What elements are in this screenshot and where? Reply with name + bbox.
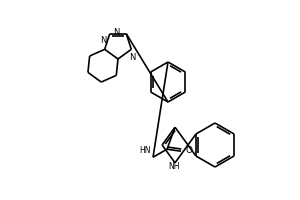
Text: N: N bbox=[129, 53, 136, 62]
Text: N: N bbox=[100, 36, 107, 45]
Text: O: O bbox=[185, 146, 192, 155]
Text: NH: NH bbox=[168, 162, 179, 171]
Text: N: N bbox=[113, 28, 119, 37]
Text: HN: HN bbox=[140, 146, 151, 155]
